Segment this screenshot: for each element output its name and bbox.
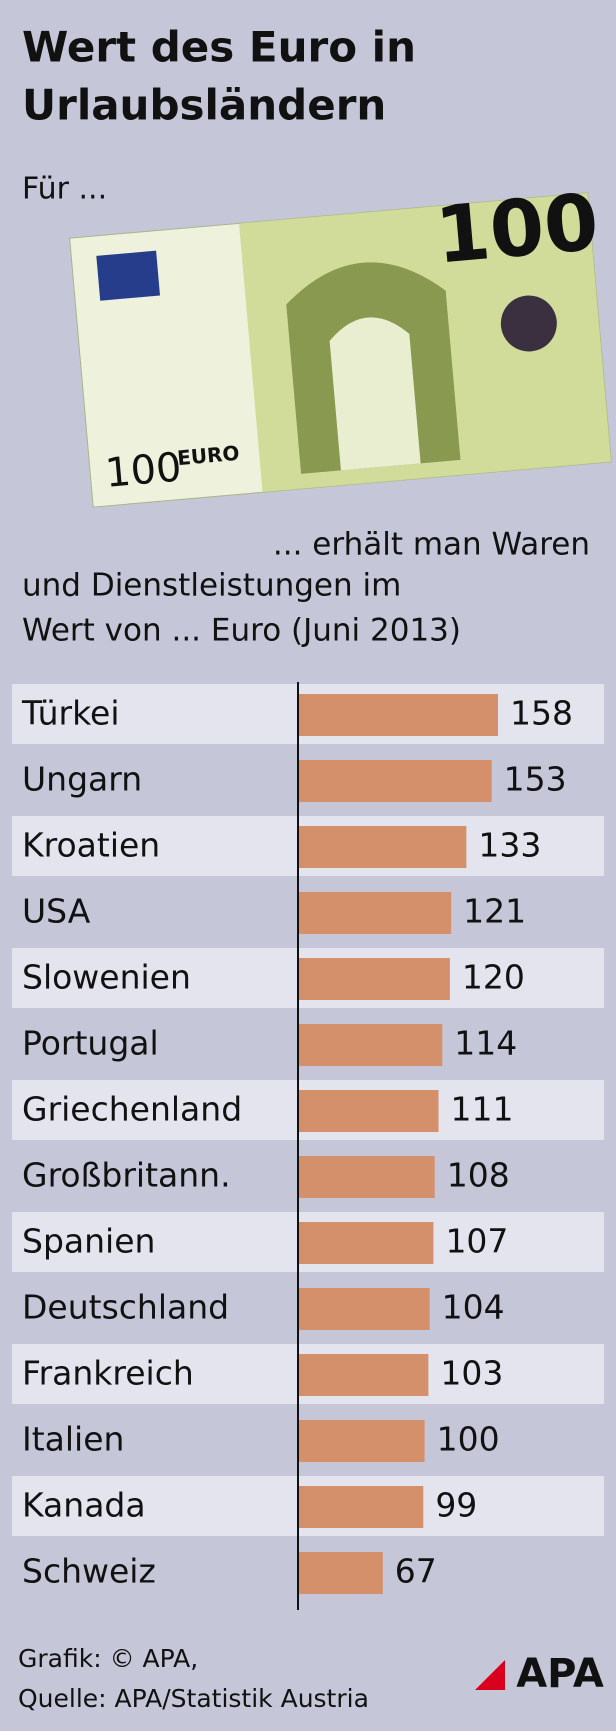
category-label: Ungarn <box>22 760 142 799</box>
bar <box>299 826 467 868</box>
category-label: Schweiz <box>22 1552 156 1591</box>
value-label: 67 <box>395 1552 437 1591</box>
bar <box>299 1090 439 1132</box>
banknote: 100 100 EURO <box>69 178 612 508</box>
banknote-number: 100 <box>432 178 602 282</box>
footer: Quelle: APA/Statistik Austria <box>18 1684 369 1713</box>
banknote-number: 100 <box>103 444 183 496</box>
bar <box>299 694 498 736</box>
value-label: 108 <box>447 1156 510 1195</box>
value-label: 99 <box>435 1486 477 1525</box>
category-label: Portugal <box>22 1024 159 1063</box>
hologram <box>500 295 557 352</box>
category-label: Kroatien <box>22 826 160 865</box>
chart-title: Urlaubsländern <box>22 81 386 130</box>
eu-flag <box>96 250 161 301</box>
bar <box>299 1024 443 1066</box>
value-label: 120 <box>462 958 525 997</box>
subtitle: Wert von ... Euro (Juni 2013) <box>22 613 461 649</box>
category-label: Frankreich <box>22 1354 194 1393</box>
bar <box>299 1552 383 1594</box>
subtitle: ... erhält man Waren <box>273 527 590 563</box>
bar <box>299 1486 424 1528</box>
bar <box>299 1222 434 1264</box>
category-label: Griechenland <box>22 1090 242 1129</box>
bar <box>299 1354 429 1396</box>
value-label: 104 <box>442 1288 505 1327</box>
value-label: 111 <box>451 1090 514 1129</box>
value-label: 158 <box>510 694 573 733</box>
value-label: 103 <box>440 1354 503 1393</box>
category-label: Italien <box>22 1420 124 1459</box>
intro: Für ... <box>22 172 107 207</box>
value-label: 114 <box>454 1024 517 1063</box>
value-label: 133 <box>478 826 541 865</box>
footer: Grafik: © APA, <box>18 1644 198 1673</box>
category-label: Großbritann. <box>22 1156 231 1195</box>
value-label: 121 <box>463 892 526 931</box>
category-label: Slowenien <box>22 958 191 997</box>
bar <box>299 1420 425 1462</box>
logo: APA <box>516 1651 604 1697</box>
rows: Türkei Ungarn Kroatien USA Slowenien Portugal… <box>12 682 604 1610</box>
banknote-label: EURO <box>176 441 240 470</box>
value-label: 100 <box>437 1420 500 1459</box>
category-label: Türkei <box>21 694 120 733</box>
category-label: Deutschland <box>22 1288 229 1327</box>
bar <box>299 892 452 934</box>
subtitle: und Dienstleistungen im <box>22 568 401 604</box>
bar <box>299 958 450 1000</box>
value-label: 107 <box>445 1222 508 1261</box>
bar <box>299 1288 430 1330</box>
bar <box>299 1156 435 1198</box>
category-label: Spanien <box>22 1222 155 1261</box>
value-label: 153 <box>504 760 567 799</box>
logo-triangle <box>475 1660 505 1690</box>
banknote-arch-inner <box>329 317 421 471</box>
chart-title: Wert des Euro in <box>22 23 416 72</box>
bar <box>299 760 492 802</box>
category-label: Kanada <box>22 1486 146 1525</box>
category-label: USA <box>22 892 91 931</box>
